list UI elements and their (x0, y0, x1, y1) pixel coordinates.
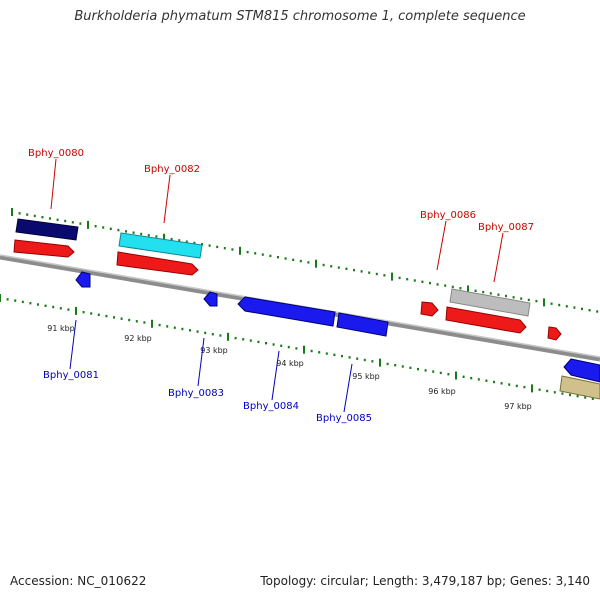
scale-labels: 91 kbp 92 kbp 93 kbp 94 kbp 95 kbp 96 kb… (47, 324, 532, 411)
scale-label: 92 kbp (124, 334, 152, 343)
scale-label: 91 kbp (47, 324, 75, 333)
label-connector (493, 232, 504, 283)
label-connector (163, 174, 171, 224)
cds-feature[interactable] (559, 375, 600, 400)
gene-label-bphy-0084[interactable]: Bphy_0084 (243, 401, 299, 412)
gene-bphy-0082[interactable] (118, 232, 203, 259)
cds-feature[interactable] (445, 306, 527, 334)
cds-feature[interactable] (116, 251, 199, 276)
scale-label: 96 kbp (428, 387, 456, 396)
label-connector (271, 350, 280, 401)
gene-label-bphy-0081[interactable]: Bphy_0081 (43, 370, 99, 381)
gene-bphy-0084[interactable] (237, 296, 336, 327)
gene-label-lines (50, 158, 504, 413)
label-connector (197, 337, 205, 387)
gene-label-bphy-0080[interactable]: Bphy_0080 (28, 148, 84, 159)
gene-bphy-0087[interactable] (449, 288, 531, 317)
gene-bphy-0083[interactable] (203, 291, 218, 307)
gene-bphy-0081[interactable] (75, 271, 91, 288)
genome-summary-text: Topology: circular; Length: 3,479,187 bp… (260, 574, 590, 588)
gene-label-bphy-0083[interactable]: Bphy_0083 (168, 388, 224, 399)
label-connector (69, 319, 77, 370)
gene-label-bphy-0087[interactable]: Bphy_0087 (478, 222, 534, 233)
map-title: Burkholderia phymatum STM815 chromosome … (74, 9, 526, 24)
cds-feature[interactable] (420, 301, 439, 317)
cds-track (13, 239, 562, 341)
gene-label-bphy-0082[interactable]: Bphy_0082 (144, 164, 200, 175)
gene-bphy-0085[interactable] (336, 312, 389, 337)
cds-feature[interactable] (547, 326, 562, 341)
gene-labels: Bphy_0080 Bphy_0082 Bphy_0086 Bphy_0087 … (28, 148, 534, 424)
accession-text: Accession: NC_010622 (10, 574, 147, 588)
scale-label: 95 kbp (352, 372, 380, 381)
cds-feature[interactable] (13, 239, 75, 258)
label-connector (343, 363, 353, 413)
gene-bphy-0080[interactable] (15, 218, 79, 241)
scale-label: 97 kbp (504, 402, 532, 411)
gene-label-bphy-0085[interactable]: Bphy_0085 (316, 413, 372, 424)
gene-label-bphy-0086[interactable]: Bphy_0086 (420, 210, 476, 221)
label-connector (50, 158, 57, 210)
reverse-tick-row (0, 294, 594, 400)
scale-label: 94 kbp (276, 359, 304, 368)
scale-label: 93 kbp (200, 346, 228, 355)
cds-feature[interactable] (563, 358, 600, 383)
gene-features (15, 218, 600, 400)
label-connector (436, 220, 447, 271)
